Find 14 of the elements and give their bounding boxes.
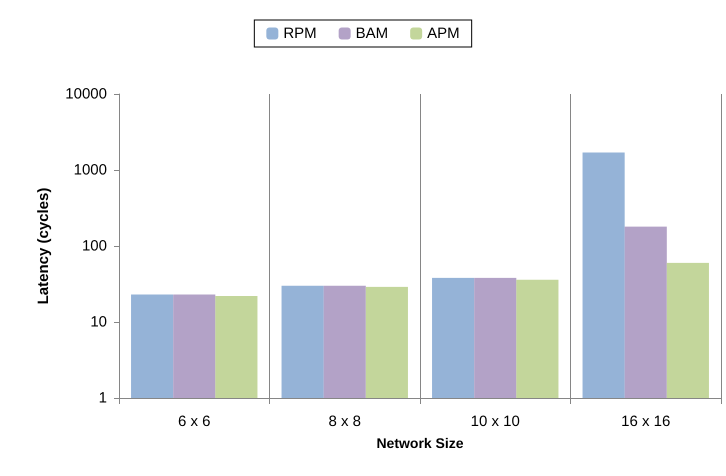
legend-label: APM xyxy=(427,25,460,42)
y-tick-label: 100 xyxy=(82,238,107,254)
legend-label: RPM xyxy=(283,25,317,42)
y-tick-label: 1000 xyxy=(74,162,107,178)
x-tick-label: 16 x 16 xyxy=(621,413,670,430)
y-tick-label: 10 xyxy=(90,314,107,330)
y-tick-label: 10000 xyxy=(65,86,107,102)
y-tick-label: 1 xyxy=(98,390,107,406)
x-tick-label: 10 x 10 xyxy=(470,413,520,430)
x-tick-label: 6 x 6 xyxy=(178,413,211,430)
x-axis-title: Network Size xyxy=(376,435,464,451)
y-axis-title: Latency (cycles) xyxy=(35,188,52,304)
legend-label: BAM xyxy=(356,25,388,42)
x-tick-label: 8 x 8 xyxy=(328,413,362,430)
